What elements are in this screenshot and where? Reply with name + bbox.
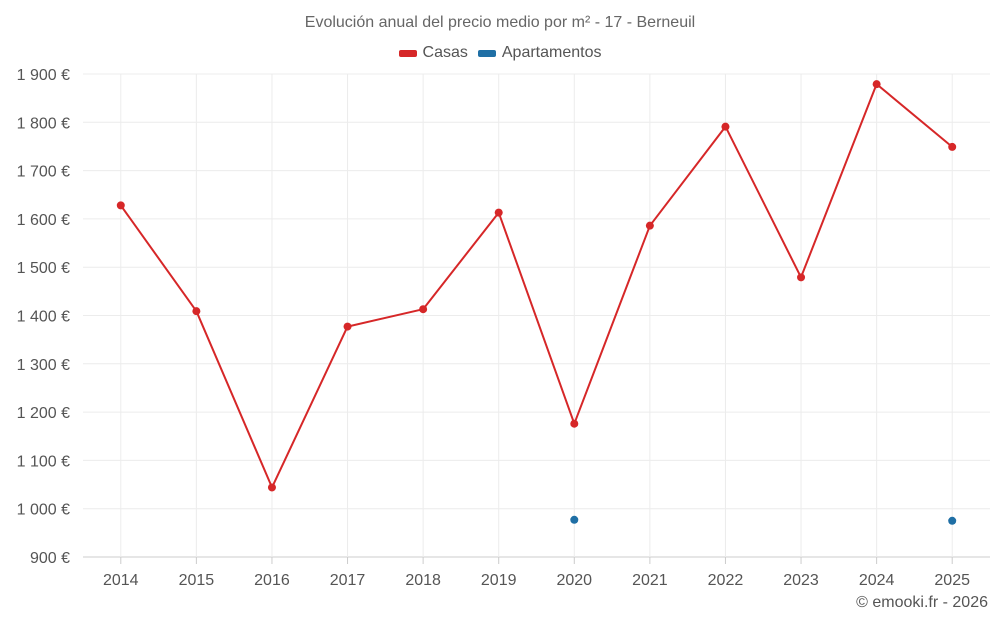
y-tick-label: 1 100 € [17,453,70,470]
data-point-casas [267,483,276,492]
y-tick-label: 1 800 € [17,115,70,132]
x-tick-label: 2024 [859,572,895,589]
data-point-casas [872,80,881,89]
y-tick-label: 1 300 € [17,357,70,374]
x-tick-label: 2020 [556,572,592,589]
credit-text: © emooki.fr - 2026 [856,594,988,611]
y-tick-label: 1 400 € [17,309,70,326]
series-line-casas [119,83,953,489]
data-point-casas [343,322,352,331]
x-tick-label: 2019 [481,572,517,589]
legend-swatch-apartamentos [477,49,496,57]
data-point-casas [797,273,806,282]
x-tick-label: 2015 [179,572,215,589]
y-tick-label: 900 € [30,550,70,567]
y-tick-label: 1 500 € [17,260,70,277]
data-point-casas [948,142,957,151]
data-point-casas [192,307,201,316]
legend: Casas Apartamentos [0,44,1000,62]
legend-label-apartamentos: Apartamentos [501,44,602,61]
y-tick-label: 1 200 € [17,405,70,422]
y-tick-label: 1 700 € [17,164,70,181]
data-point-apartamentos [948,516,957,525]
legend-item-casas[interactable]: Casas [398,44,468,62]
legend-swatch-casas [398,49,417,57]
data-point-casas [645,221,654,230]
data-point-casas [116,201,125,210]
data-point-apartamentos [570,515,579,524]
x-tick-label: 2017 [330,572,366,589]
data-point-casas [419,305,428,314]
x-tick-label: 2021 [632,572,668,589]
x-tick-label: 2023 [783,572,819,589]
legend-item-apartamentos[interactable]: Apartamentos [477,44,602,62]
legend-label-casas: Casas [422,44,468,61]
x-tick-label: 2016 [254,572,290,589]
y-tick-label: 1 900 € [17,67,70,84]
chart-title: Evolución anual del precio medio por m² … [304,14,696,31]
data-point-casas [570,419,579,428]
y-tick-label: 1 000 € [17,502,70,519]
data-point-casas [494,208,503,217]
x-tick-label: 2018 [405,572,441,589]
x-tick-label: 2014 [103,572,139,589]
y-tick-label: 1 600 € [17,212,70,229]
x-tick-label: 2025 [934,572,970,589]
data-point-casas [721,122,730,131]
x-tick-label: 2022 [708,572,744,589]
